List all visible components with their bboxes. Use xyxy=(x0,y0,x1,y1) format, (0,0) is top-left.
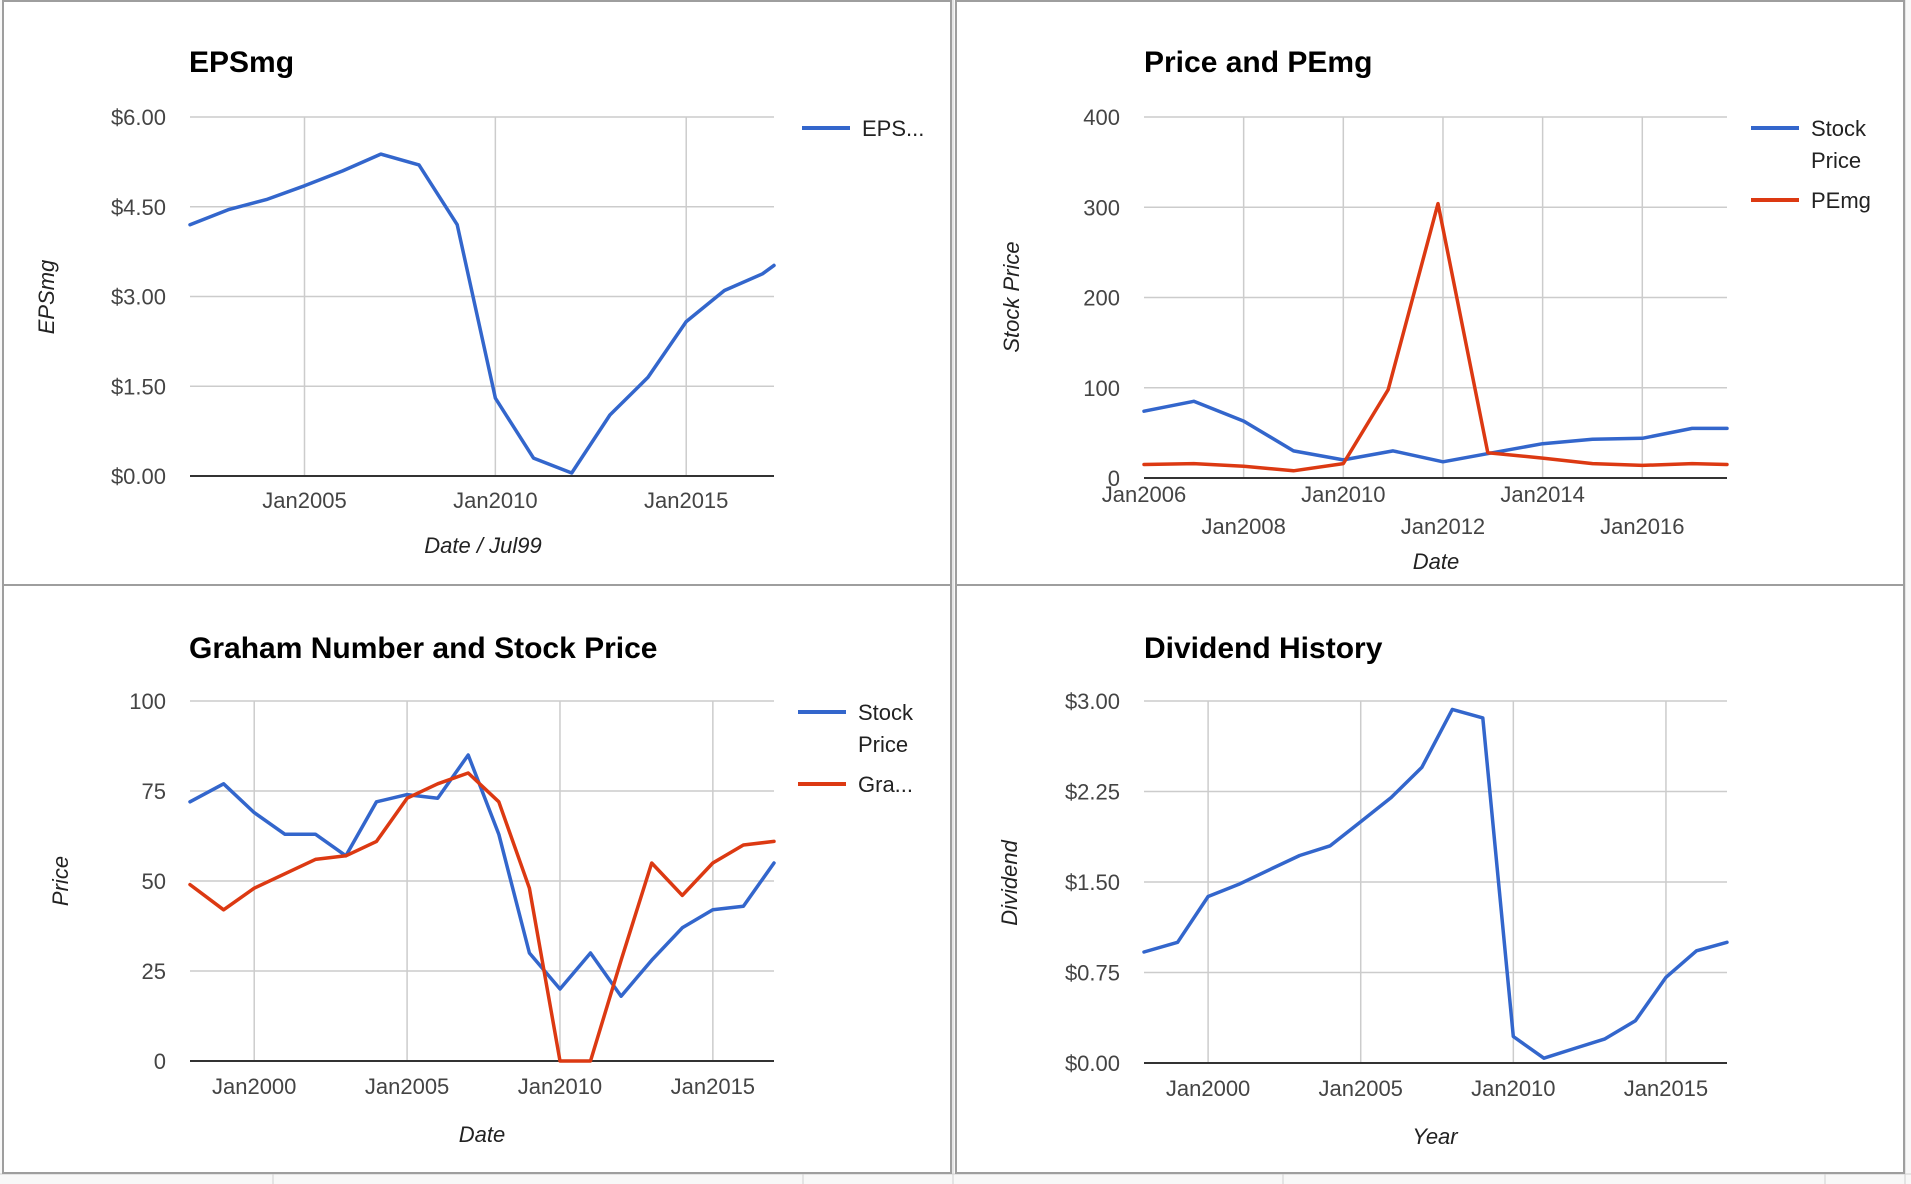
x-tick-label: Jan2008 xyxy=(1201,514,1285,539)
series-line xyxy=(188,753,776,998)
x-tick-label: Jan2005 xyxy=(1319,1076,1403,1101)
series-line xyxy=(188,152,776,475)
y-tick-label: 0 xyxy=(154,1049,166,1074)
legend-label: Price xyxy=(858,732,908,757)
x-tick-label: Jan2010 xyxy=(518,1074,602,1099)
y-tick-label: 75 xyxy=(142,779,166,804)
y-tick-label: $1.50 xyxy=(1065,870,1120,895)
x-axis-title: Date xyxy=(1413,549,1459,574)
y-tick-label: 25 xyxy=(142,959,166,984)
legend-label: Stock xyxy=(858,700,914,725)
x-axis-title: Date / Jul99 xyxy=(424,533,541,558)
y-tick-label: $0.75 xyxy=(1065,961,1120,986)
y-tick-label: $0.00 xyxy=(1065,1051,1120,1076)
y-tick-label: $4.50 xyxy=(111,195,166,220)
x-tick-label: Jan2000 xyxy=(212,1074,296,1099)
y-tick-label: 200 xyxy=(1083,286,1120,311)
legend-label: PEmg xyxy=(1811,188,1871,213)
legend-label: Price xyxy=(1811,148,1861,173)
price-and-pemg-chart: 0 100 200 300 400 Jan2006 Jan2008 Jan2010 Jan201… xyxy=(999,46,1871,574)
y-tick-label: $0.00 xyxy=(111,464,166,489)
legend-label: EPS... xyxy=(862,116,924,141)
y-tick-label: $1.50 xyxy=(111,374,166,399)
chart-title: Graham Number and Stock Price xyxy=(189,632,658,665)
x-tick-label: Jan2014 xyxy=(1500,482,1584,507)
legend-label: Stock xyxy=(1811,116,1867,141)
y-tick-label: $3.00 xyxy=(111,285,166,310)
x-tick-label: Jan2015 xyxy=(644,488,728,513)
epsmg-chart-panel[interactable]: $0.00 $1.50 $3.00 $4.50 $6.00 Jan2005 Jan2010 J… xyxy=(2,0,952,586)
graham-number-chart-panel[interactable]: 0 25 50 75 100 Jan2000 Jan2005 Jan2010 Jan2015 S… xyxy=(2,584,952,1174)
x-axis-title: Year xyxy=(1412,1124,1459,1149)
y-tick-label: $3.00 xyxy=(1065,689,1120,714)
legend-label: Gra... xyxy=(858,772,913,797)
chart-title: Price and PEmg xyxy=(1144,46,1372,79)
y-tick-label: $2.25 xyxy=(1065,780,1120,805)
x-tick-label: Jan2010 xyxy=(1301,482,1385,507)
x-tick-label: Jan2010 xyxy=(1471,1076,1555,1101)
y-axis-title: Stock Price xyxy=(999,241,1024,352)
y-tick-label: 50 xyxy=(142,869,166,894)
x-tick-label: Jan2005 xyxy=(262,488,346,513)
graham-number-chart: 0 25 50 75 100 Jan2000 Jan2005 Jan2010 Jan2015 S… xyxy=(48,632,914,1147)
series-line xyxy=(1142,201,1729,473)
dividend-history-chart: $0.00 $0.75 $1.50 $2.25 $3.00 Jan2000 Jan2005 J… xyxy=(997,632,1729,1149)
x-tick-label: Jan2006 xyxy=(1102,482,1186,507)
epsmg-chart: $0.00 $1.50 $3.00 $4.50 $6.00 Jan2005 Jan2010 J… xyxy=(34,46,924,558)
x-tick-label: Jan2000 xyxy=(1166,1076,1250,1101)
x-tick-label: Jan2012 xyxy=(1401,514,1485,539)
series-line xyxy=(1142,707,1729,1060)
y-tick-label: 0 xyxy=(1108,466,1120,491)
y-axis-title: Price xyxy=(48,856,73,906)
y-axis-title: Dividend xyxy=(997,839,1022,925)
x-tick-label: Jan2016 xyxy=(1600,514,1684,539)
x-tick-label: Jan2005 xyxy=(365,1074,449,1099)
y-tick-label: 300 xyxy=(1083,195,1120,220)
x-tick-label: Jan2015 xyxy=(1624,1076,1708,1101)
y-axis-title: EPSmg xyxy=(34,259,59,334)
chart-title: EPSmg xyxy=(189,46,294,79)
x-tick-label: Jan2010 xyxy=(453,488,537,513)
y-tick-label: 400 xyxy=(1083,105,1120,130)
y-tick-label: 100 xyxy=(129,689,166,714)
dividend-history-chart-panel[interactable]: $0.00 $0.75 $1.50 $2.25 $3.00 Jan2000 Jan2005 J… xyxy=(955,584,1905,1174)
x-tick-label: Jan2015 xyxy=(671,1074,755,1099)
y-tick-label: $6.00 xyxy=(111,105,166,130)
x-axis-title: Date xyxy=(459,1122,505,1147)
chart-title: Dividend History xyxy=(1144,632,1383,665)
series-line xyxy=(188,771,776,1063)
series-line xyxy=(1142,399,1729,464)
y-tick-label: 100 xyxy=(1083,376,1120,401)
price-and-pemg-chart-panel[interactable]: 0 100 200 300 400 Jan2006 Jan2008 Jan2010 Jan201… xyxy=(955,0,1905,586)
